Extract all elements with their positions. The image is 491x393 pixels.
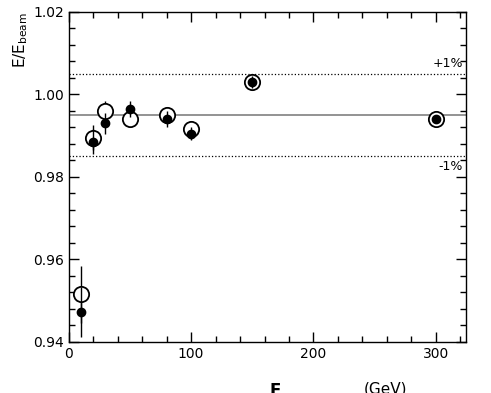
Text: (GeV): (GeV)	[363, 382, 407, 393]
Text: +1%: +1%	[432, 57, 463, 70]
Text: E/E$_\mathrm{beam}$: E/E$_\mathrm{beam}$	[12, 12, 30, 68]
Text: -1%: -1%	[438, 160, 463, 173]
Text: E,: E,	[270, 382, 287, 393]
